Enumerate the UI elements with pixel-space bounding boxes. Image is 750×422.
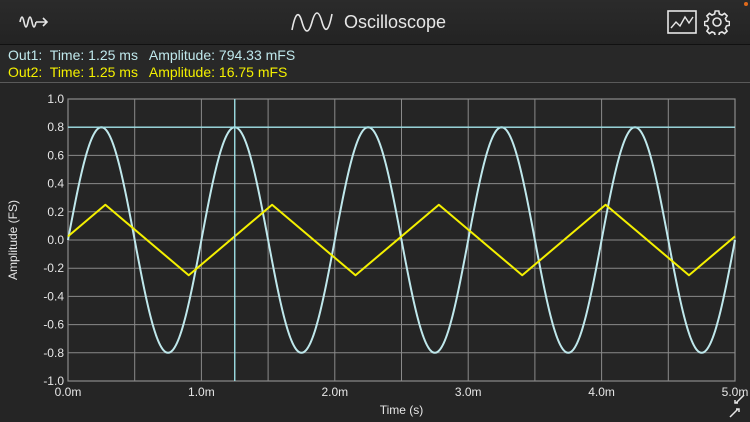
y-tick-label: 0.2 [47, 205, 64, 219]
oscilloscope-plot-area[interactable]: 1.0 0.8 0.6 0.4 0.2 0.0 -0.2 -0.4 -0.6 -0.8 -1.0 0.… [0, 83, 750, 422]
y-tick-label: 0.8 [47, 120, 64, 134]
sine-wave-icon [291, 12, 333, 32]
signal-generator-button[interactable] [18, 10, 50, 34]
chart-view-button[interactable] [667, 10, 697, 34]
readout-out1: Out1: Time: 1.25 ms Amplitude: 794.33 mF… [8, 47, 295, 63]
signal-generator-icon [19, 16, 49, 28]
y-tick-label: 1.0 [47, 92, 64, 106]
collapse-icon[interactable] [729, 394, 745, 418]
y-tick-label: -0.4 [43, 289, 64, 303]
chart-view-icon [667, 10, 697, 34]
time-value: 1.25 ms [88, 64, 138, 80]
settings-button[interactable] [704, 9, 730, 35]
amplitude-label: Amplitude: [148, 64, 216, 80]
x-axis-label: Time (s) [380, 403, 424, 417]
gear-icon [704, 10, 730, 35]
y-tick-label: -1.0 [43, 374, 64, 388]
title-group: Oscilloscope [290, 8, 446, 36]
readout-label: Out1: [8, 47, 43, 63]
x-tick-label: 4.0m [588, 385, 615, 399]
status-indicator-dot [744, 2, 748, 6]
trace-out1 [67, 126, 736, 354]
time-value: 1.25 ms [88, 47, 138, 63]
y-tick-label: 0.0 [47, 233, 64, 247]
x-tick-label: 0.0m [55, 385, 82, 399]
x-tick-label: 1.0m [188, 385, 215, 399]
readout-label: Out2: [8, 64, 43, 80]
y-tick-label: 0.6 [47, 148, 64, 162]
oscilloscope-chart[interactable]: 1.0 0.8 0.6 0.4 0.2 0.0 -0.2 -0.4 -0.6 -0.8 -1.00.… [0, 83, 750, 422]
time-label: Time: [49, 64, 85, 80]
cursor-readouts: Out1: Time: 1.25 ms Amplitude: 794.33 mF… [0, 45, 750, 83]
top-toolbar: Oscilloscope [0, 0, 750, 45]
y-tick-label: -0.8 [43, 346, 64, 360]
y-tick-label: 0.4 [47, 177, 64, 191]
x-tick-label: 2.0m [321, 385, 348, 399]
amplitude-value: 794.33 mFS [218, 47, 296, 63]
time-label: Time: [49, 47, 85, 63]
readout-out2: Out2: Time: 1.25 ms Amplitude: 16.75 mFS [8, 64, 287, 80]
trace-out2 [67, 203, 736, 277]
amplitude-value: 16.75 mFS [218, 64, 288, 80]
y-axis-label: Amplitude (FS) [6, 200, 20, 280]
x-tick-label: 5.0m [722, 385, 749, 399]
amplitude-label: Amplitude: [148, 47, 216, 63]
y-tick-label: -0.2 [43, 261, 64, 275]
app-title: Oscilloscope [344, 11, 447, 32]
y-tick-label: -0.6 [43, 318, 64, 332]
x-tick-label: 3.0m [455, 385, 482, 399]
collapse-icon-arrows [729, 394, 745, 418]
